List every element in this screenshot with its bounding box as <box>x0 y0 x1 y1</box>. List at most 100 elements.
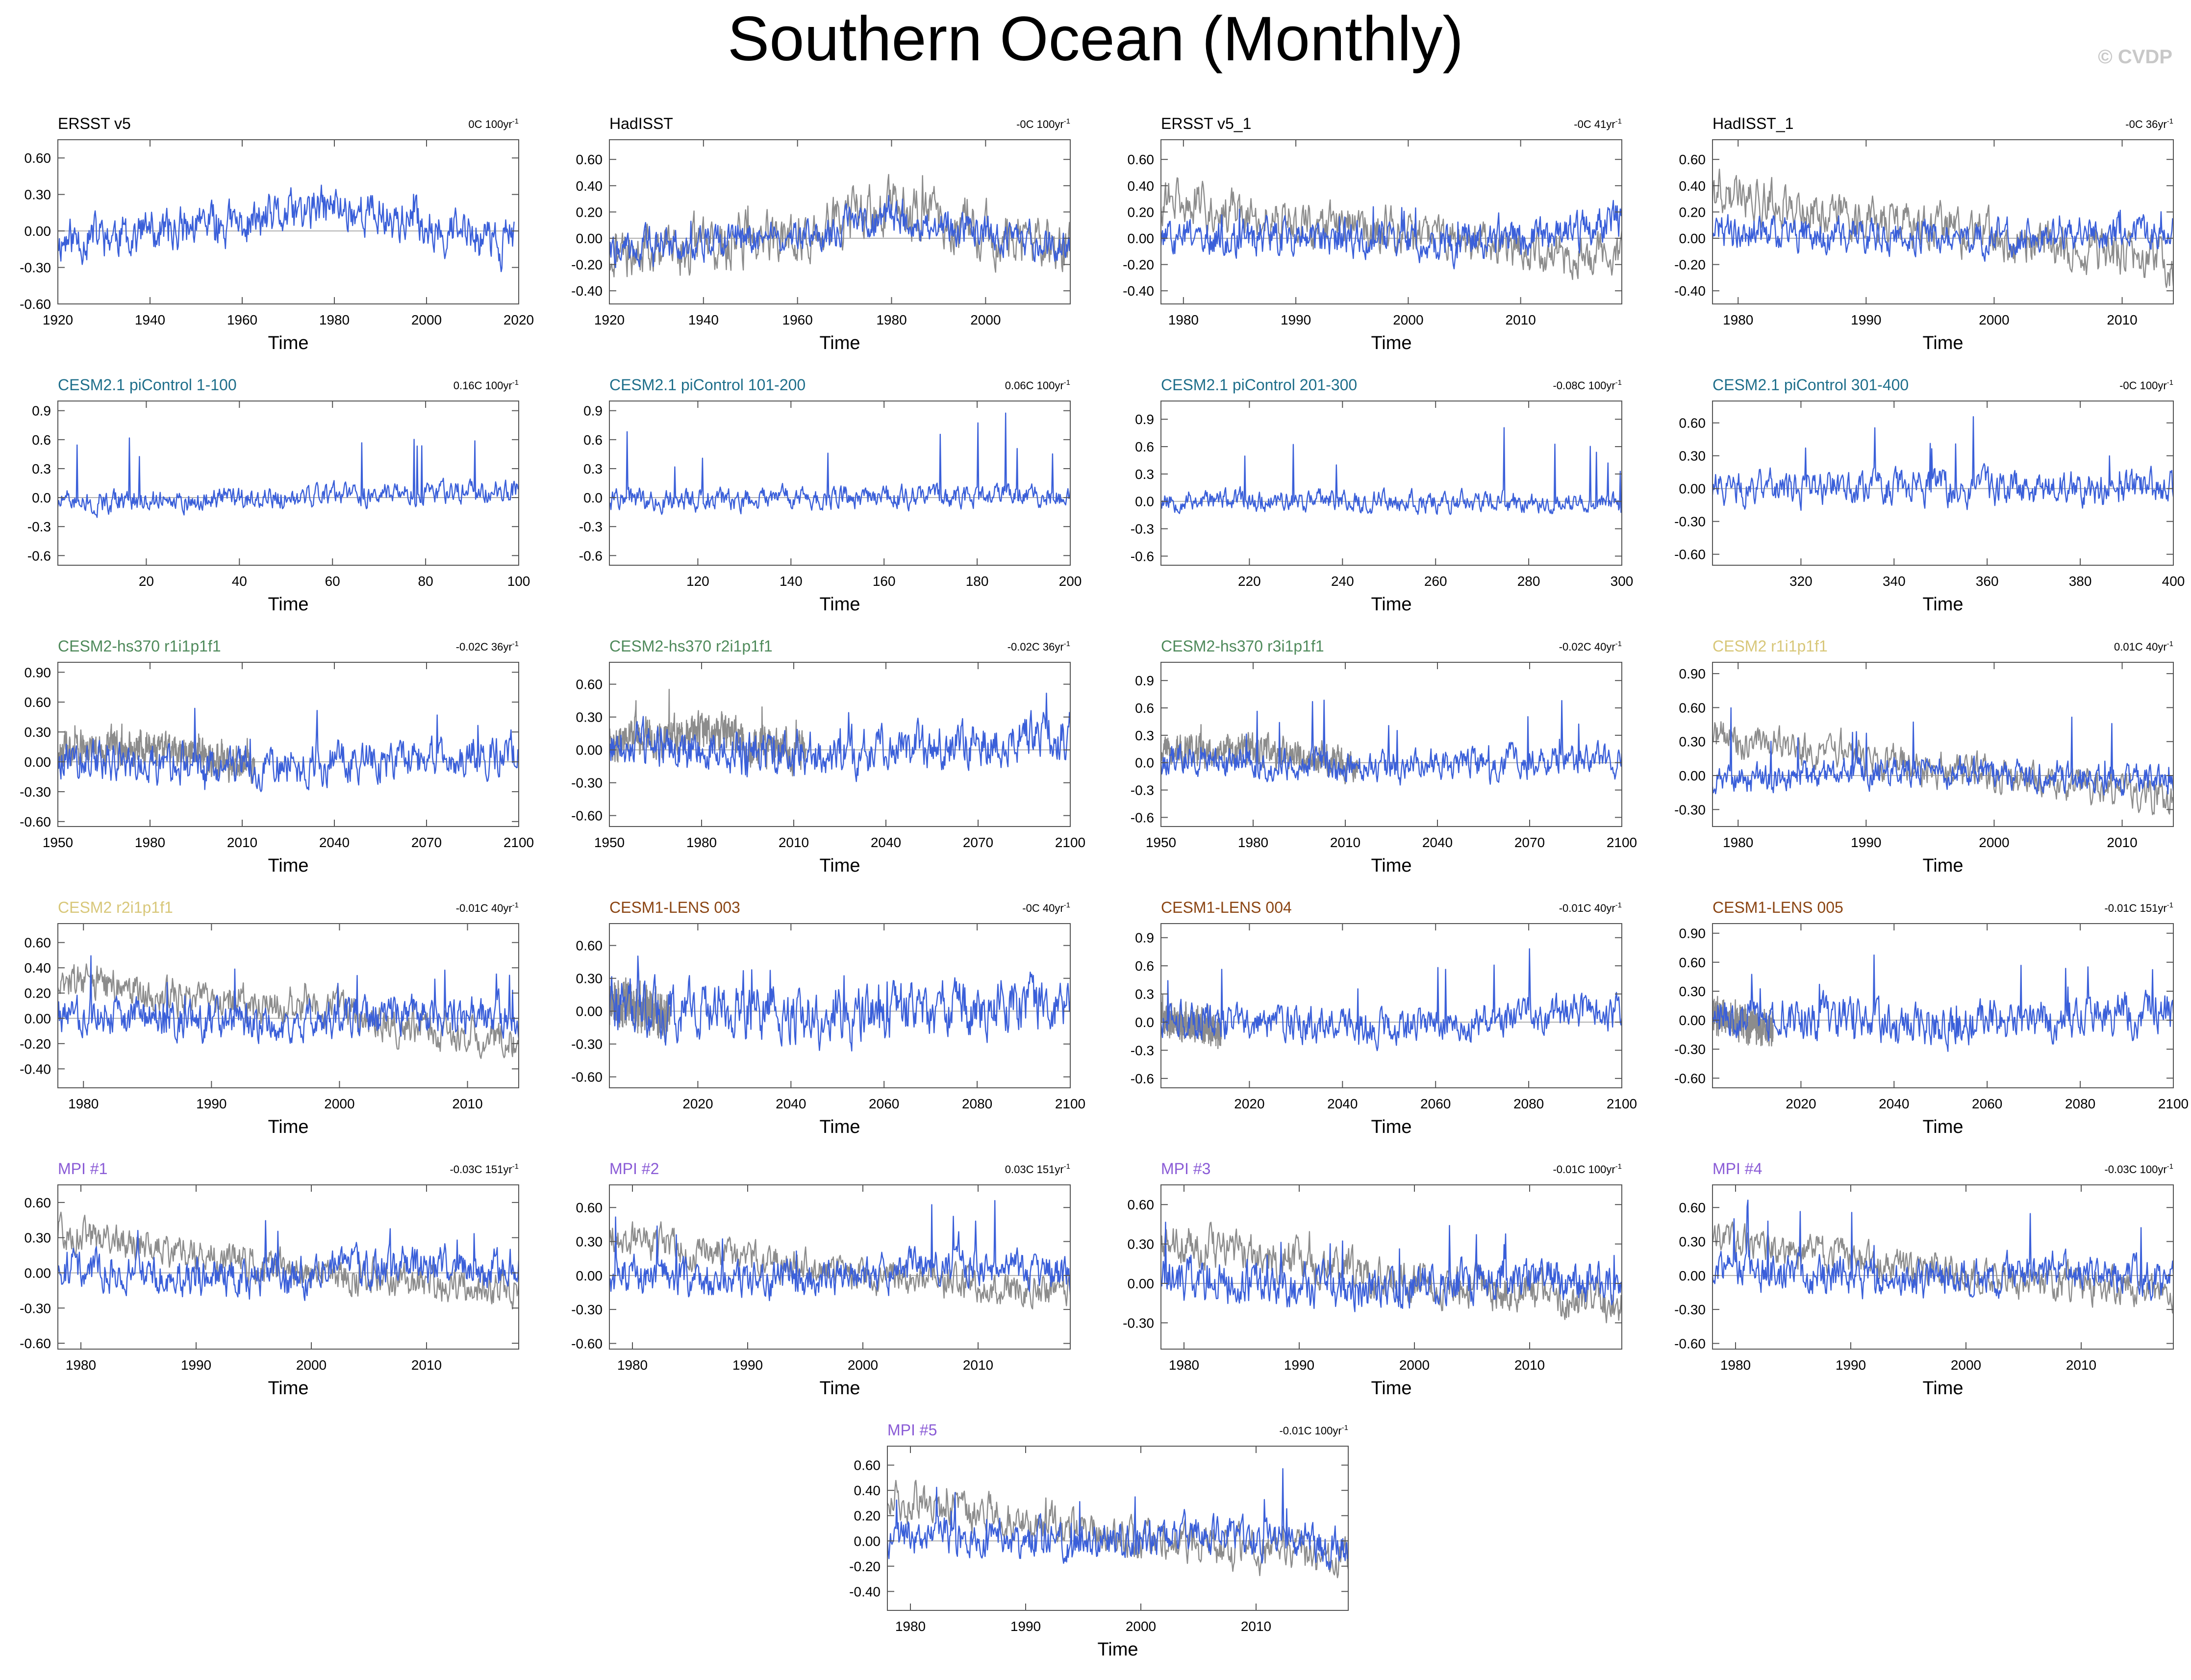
x-tick-label: 180 <box>966 574 989 589</box>
x-tick-label: 280 <box>1517 574 1540 589</box>
model-series-line <box>609 412 1070 515</box>
panel-18: MPI #2 0.03C 151yr-1 -0.60 -0.30 0.00 0.30 0.6… <box>571 1160 1071 1399</box>
y-tick-label: 0.0 <box>32 490 51 505</box>
y-tick-label: 0.3 <box>583 461 603 476</box>
x-tick-label: 2000 <box>970 312 1001 327</box>
y-tick-label: 0.6 <box>583 432 603 448</box>
y-tick-label: 0.00 <box>25 1011 51 1026</box>
panel-12: CESM2 r1i1p1f1 0.01C 40yr-1 -0.30 0.00 0.30 0… <box>1674 637 2174 876</box>
trend-label: -0.01C 151yr-1 <box>2104 901 2173 914</box>
model-series-line <box>1713 209 2173 262</box>
y-tick-label: -0.30 <box>1123 1315 1154 1330</box>
panel-9: CESM2-hs370 r1i1p1f1 -0.02C 36yr-1 -0.60 -0… <box>20 637 534 876</box>
y-tick-label: 0.00 <box>25 1265 51 1280</box>
y-tick-label: 0.40 <box>1128 178 1155 194</box>
x-tick-label: 1990 <box>1851 312 1881 327</box>
y-tick-label: -0.6 <box>579 548 603 563</box>
x-tick-label: 60 <box>325 574 340 589</box>
y-tick-label: -0.60 <box>571 808 603 824</box>
x-axis-label: Time <box>268 594 308 615</box>
series-group <box>58 955 519 1059</box>
series-group <box>1713 1200 2173 1314</box>
figure-title: Southern Ocean (Monthly) <box>727 4 1464 74</box>
y-tick-label: -0.3 <box>579 519 603 534</box>
model-series-line <box>887 1468 1348 1570</box>
panel-6: CESM2.1 piControl 101-200 0.06C 100yr-1 -0… <box>579 376 1082 615</box>
plot-frame <box>1160 1184 1622 1350</box>
x-tick-label: 380 <box>2069 574 2092 589</box>
x-tick-label: 2020 <box>1234 1096 1264 1111</box>
x-tick-label: 2000 <box>1979 835 2009 850</box>
x-tick-label: 20 <box>139 574 154 589</box>
trend-label: -0.01C 100yr-1 <box>1553 1162 1622 1176</box>
trend-label: -0.02C 36yr-1 <box>1007 640 1070 653</box>
x-tick-label: 2010 <box>411 1357 442 1373</box>
series-group <box>58 707 519 792</box>
x-axis-label: Time <box>1922 1117 1963 1137</box>
y-tick-label: 0.60 <box>1679 152 1706 167</box>
x-tick-label: 1920 <box>594 312 625 327</box>
x-tick-label: 2040 <box>1422 835 1453 850</box>
x-tick-label: 2060 <box>869 1096 899 1111</box>
x-tick-label: 1980 <box>68 1096 99 1111</box>
y-tick-label: 0.40 <box>25 960 51 976</box>
model-series-line <box>1161 1222 1622 1312</box>
x-tick-label: 1990 <box>1851 835 1881 850</box>
series-group <box>1161 427 1622 515</box>
observed-series-line <box>58 1211 519 1310</box>
y-tick-label: -0.60 <box>571 1070 603 1085</box>
x-axis-label: Time <box>268 855 308 876</box>
panel-title: CESM2 r2i1p1f1 <box>58 899 173 916</box>
panel-1: ERSST v5 0C 100yr-1 -0.60 -0.30 0.00 0.30 0.60… <box>20 115 534 353</box>
series-group <box>1713 169 2173 288</box>
x-tick-label: 1990 <box>196 1096 227 1111</box>
x-tick-label: 2000 <box>1399 1357 1430 1373</box>
x-tick-label: 2040 <box>871 835 901 850</box>
x-tick-label: 2100 <box>504 835 534 850</box>
x-tick-label: 2020 <box>682 1096 713 1111</box>
panel-7: CESM2.1 piControl 201-300 -0.08C 100yr-1 -… <box>1131 376 1634 615</box>
x-tick-label: 2100 <box>1055 835 1085 850</box>
panel-14: CESM1-LENS 003 -0C 40yr-1 -0.60 -0.30 0.00 0.… <box>571 899 1085 1137</box>
x-tick-label: 240 <box>1331 574 1354 589</box>
model-series-line <box>609 692 1070 782</box>
y-tick-label: 0.00 <box>1679 481 1706 497</box>
x-tick-label: 1980 <box>686 835 717 850</box>
x-tick-label: 1990 <box>1836 1357 1866 1373</box>
plot-frame <box>609 139 1071 304</box>
x-tick-label: 1980 <box>1723 835 1753 850</box>
x-tick-label: 2070 <box>411 835 442 850</box>
x-tick-label: 2040 <box>319 835 350 850</box>
y-tick-label: 0.00 <box>576 231 603 246</box>
panel-title: CESM2.1 piControl 101-200 <box>609 376 806 394</box>
y-tick-label: 0.00 <box>1128 231 1155 246</box>
panel-title: MPI #5 <box>887 1421 937 1439</box>
y-tick-label: -0.3 <box>1131 1043 1154 1058</box>
panel-title: MPI #4 <box>1713 1160 1762 1178</box>
x-tick-label: 2100 <box>2158 1096 2189 1111</box>
x-tick-label: 2040 <box>1327 1096 1358 1111</box>
panel-title: CESM2 r1i1p1f1 <box>1713 637 1828 655</box>
plot-frame <box>57 1184 519 1350</box>
x-tick-label: 1950 <box>1146 835 1176 850</box>
series-group <box>1713 954 2173 1052</box>
y-tick-label: 0.0 <box>1135 494 1154 509</box>
x-tick-label: 2010 <box>1506 312 1536 327</box>
x-tick-label: 2040 <box>1879 1096 1909 1111</box>
y-tick-label: -0.30 <box>571 1037 603 1052</box>
y-tick-label: -0.6 <box>1131 810 1154 825</box>
x-tick-label: 2010 <box>452 1096 482 1111</box>
y-tick-label: 0.00 <box>854 1533 881 1549</box>
y-tick-label: -0.30 <box>1674 1042 1706 1057</box>
panel-title: ERSST v5 <box>58 115 131 132</box>
x-tick-label: 220 <box>1238 574 1261 589</box>
y-tick-label: 0.6 <box>1135 958 1154 974</box>
y-tick-label: 0.9 <box>1135 673 1154 688</box>
plot-frame <box>609 401 1071 566</box>
y-tick-label: 0.3 <box>1135 987 1154 1002</box>
y-tick-label: 0.3 <box>1135 467 1154 482</box>
panel-20: MPI #4 -0.03C 100yr-1 -0.60 -0.30 0.00 0.30 0.… <box>1674 1160 2174 1399</box>
y-tick-label: -0.20 <box>849 1559 881 1574</box>
x-axis-label: Time <box>1922 333 1963 353</box>
